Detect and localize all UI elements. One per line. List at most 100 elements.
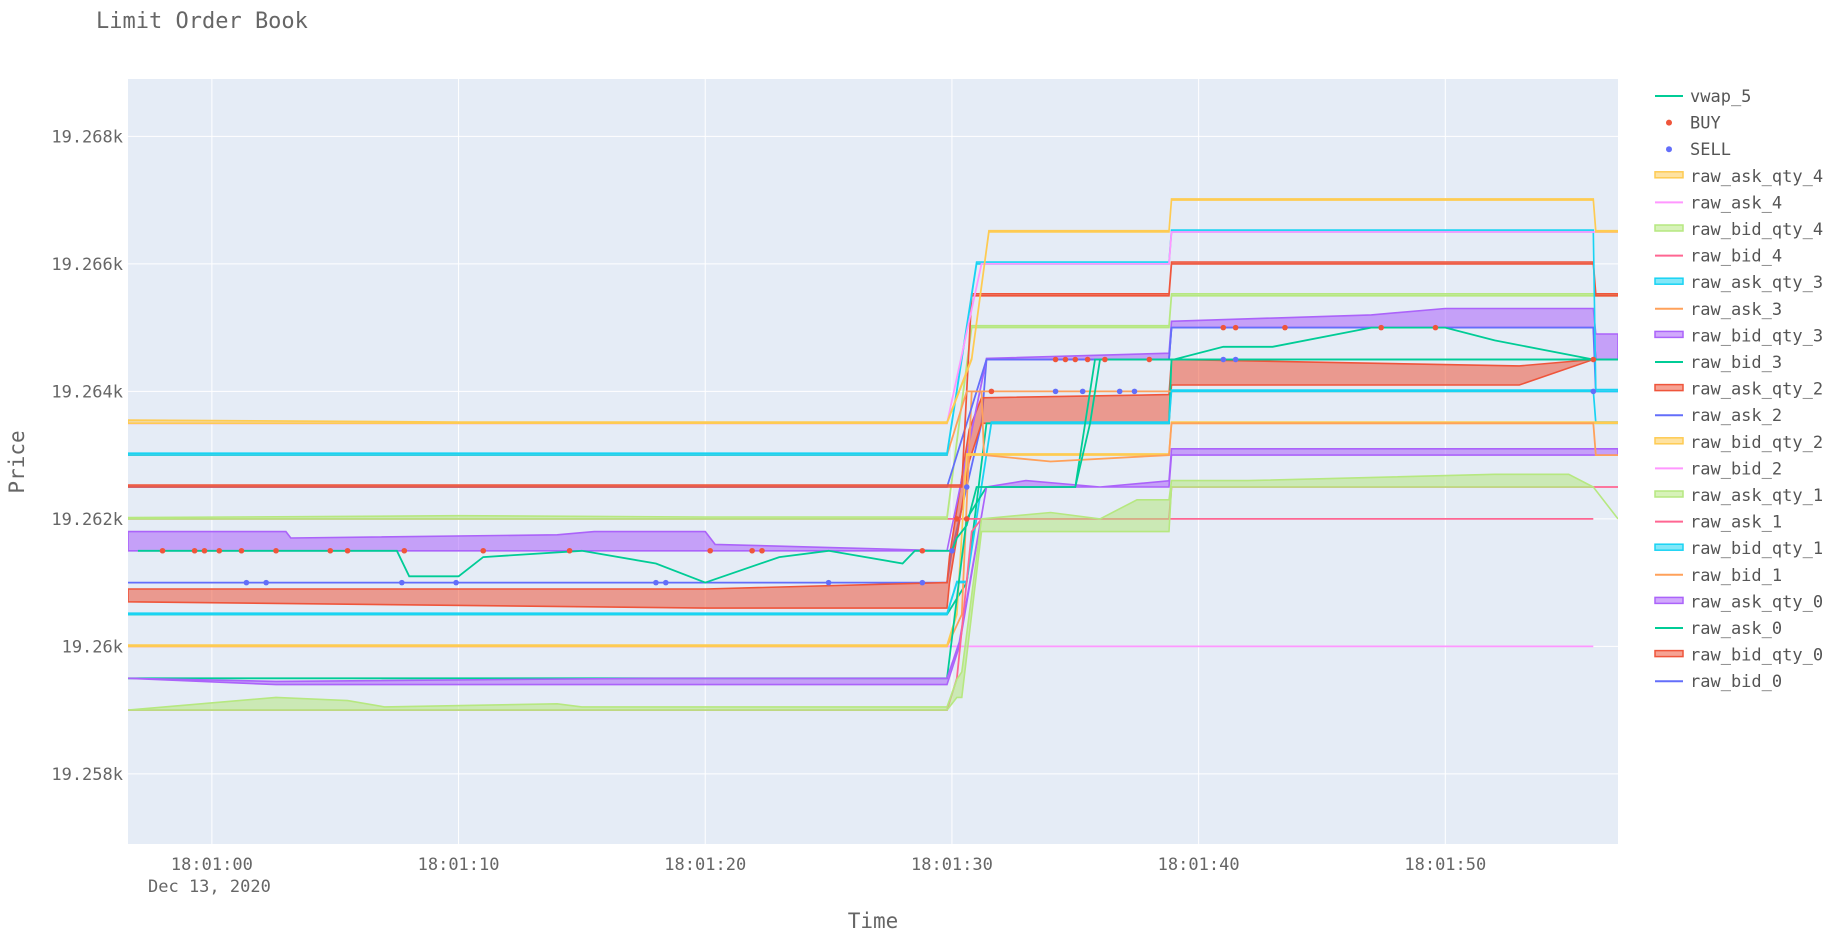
chart-title: Limit Order Book — [96, 9, 308, 34]
legend-swatch — [1654, 596, 1684, 605]
y-axis-title: Price — [5, 430, 29, 493]
x-date-label: Dec 13, 2020 — [148, 877, 271, 897]
legend-label: raw_bid_qty_3 — [1690, 326, 1823, 346]
x-tick-label: 18:01:20 — [664, 855, 746, 875]
point-BUY — [566, 547, 573, 554]
x-tick-label: 18:01:40 — [1158, 855, 1240, 875]
legend-item-raw_bid_qty_3[interactable]: raw_bid_qty_3 — [1654, 326, 1823, 346]
legend-item-raw_bid_4[interactable]: raw_bid_4 — [1655, 247, 1782, 267]
point-BUY — [159, 547, 166, 554]
series-raw_bid_qty_3 — [128, 448, 1618, 686]
y-tick-label: 19.26k — [62, 637, 123, 657]
legend-item-raw_ask_qty_0[interactable]: raw_ask_qty_0 — [1654, 592, 1823, 612]
legend-label: raw_bid_1 — [1690, 566, 1782, 586]
point-BUY — [963, 516, 970, 522]
legend-item-raw_ask_2[interactable]: raw_ask_2 — [1655, 406, 1782, 426]
point-SELL — [453, 579, 459, 586]
point-BUY — [1590, 356, 1597, 363]
x-tick-label: 18:01:10 — [418, 855, 500, 875]
legend-item-raw_bid_1[interactable]: raw_bid_1 — [1655, 566, 1782, 586]
series-raw_ask_qty_0 — [128, 307, 1618, 552]
legend-item-raw_bid_0[interactable]: raw_bid_0 — [1655, 672, 1782, 692]
legend-item-raw_ask_qty_4[interactable]: raw_ask_qty_4 — [1654, 167, 1823, 187]
legend-label: raw_bid_qty_0 — [1690, 646, 1823, 666]
point-BUY — [238, 547, 245, 554]
point-BUY — [759, 547, 765, 554]
point-BUY — [201, 547, 208, 554]
legend-swatch — [1654, 649, 1684, 658]
legend-label: raw_bid_qty_4 — [1690, 220, 1823, 240]
series-raw_ask_qty_3 — [128, 229, 1618, 456]
point-BUY — [749, 547, 755, 554]
legend-item-BUY[interactable]: BUY — [1666, 114, 1721, 134]
point-BUY — [707, 547, 713, 554]
legend-item-raw_ask_0[interactable]: raw_ask_0 — [1655, 619, 1782, 639]
x-tick-label: 18:01:50 — [1404, 855, 1486, 875]
point-BUY — [988, 388, 995, 395]
legend[interactable]: vwap_5 BUY SELL raw_ask_qty_4 raw_ask_4 raw_b… — [1654, 87, 1823, 692]
legend-item-raw_ask_qty_1[interactable]: raw_ask_qty_1 — [1654, 486, 1823, 506]
legend-swatch — [1654, 224, 1684, 232]
legend-label: raw_ask_4 — [1690, 193, 1782, 213]
x-tick-label: 18:01:00 — [171, 855, 253, 875]
legend-item-SELL[interactable]: SELL — [1666, 140, 1731, 160]
legend-label: raw_ask_qty_3 — [1690, 273, 1823, 293]
legend-label: vwap_5 — [1690, 87, 1751, 107]
legend-item-raw_ask_4[interactable]: raw_ask_4 — [1655, 193, 1782, 213]
point-BUY — [216, 547, 223, 554]
legend-item-raw_bid_qty_2[interactable]: raw_bid_qty_2 — [1654, 433, 1823, 453]
point-BUY — [1220, 324, 1227, 331]
legend-label: raw_bid_3 — [1690, 353, 1782, 373]
point-BUY — [480, 547, 487, 554]
legend-swatch — [1654, 383, 1684, 392]
series-layer — [128, 198, 1618, 711]
legend-item-raw_ask_qty_2[interactable]: raw_ask_qty_2 — [1654, 380, 1823, 400]
legend-label: BUY — [1690, 114, 1721, 134]
legend-label: raw_ask_0 — [1690, 619, 1782, 639]
series-BUY — [159, 324, 1597, 554]
legend-swatch — [1654, 171, 1684, 179]
legend-item-raw_bid_qty_1[interactable]: raw_bid_qty_1 — [1654, 539, 1823, 559]
point-SELL — [1232, 356, 1239, 363]
point-SELL — [399, 579, 405, 586]
point-BUY — [1072, 356, 1079, 363]
point-SELL — [949, 547, 955, 554]
y-tick-label: 19.268k — [51, 127, 123, 147]
y-tick-label: 19.262k — [51, 510, 123, 530]
legend-item-raw_ask_1[interactable]: raw_ask_1 — [1655, 513, 1782, 533]
point-SELL — [1079, 388, 1086, 395]
point-BUY — [1282, 324, 1288, 331]
legend-label: raw_ask_qty_2 — [1690, 380, 1823, 400]
legend-item-vwap_5[interactable]: vwap_5 — [1655, 87, 1751, 107]
series-raw_ask_3 — [128, 390, 1618, 463]
y-axis: 19.258k 19.26k 19.262k 19.264k 19.266k 19.268… — [51, 127, 123, 785]
legend-item-raw_bid_qty_0[interactable]: raw_bid_qty_0 — [1654, 646, 1823, 666]
legend-swatch — [1654, 330, 1684, 339]
legend-item-raw_ask_qty_3[interactable]: raw_ask_qty_3 — [1654, 273, 1823, 293]
legend-label: raw_bid_qty_2 — [1690, 433, 1823, 453]
legend-item-raw_bid_2[interactable]: raw_bid_2 — [1655, 459, 1782, 479]
point-BUY — [1232, 324, 1239, 331]
legend-label: raw_bid_4 — [1690, 247, 1782, 267]
legend-label: raw_bid_qty_1 — [1690, 539, 1823, 559]
point-SELL — [1590, 388, 1597, 395]
point-SELL — [1131, 388, 1138, 395]
point-SELL — [263, 579, 269, 586]
point-BUY — [191, 547, 198, 554]
point-BUY — [1084, 356, 1091, 363]
legend-swatch — [1654, 490, 1684, 498]
series-raw_bid_qty_4 — [128, 473, 1618, 711]
point-SELL — [825, 579, 832, 586]
legend-item-raw_bid_qty_4[interactable]: raw_bid_qty_4 — [1654, 220, 1823, 240]
legend-item-raw_ask_3[interactable]: raw_ask_3 — [1655, 300, 1782, 320]
point-SELL — [653, 579, 659, 586]
point-SELL — [919, 579, 926, 586]
point-SELL — [1116, 388, 1123, 395]
legend-label: SELL — [1690, 140, 1731, 160]
legend-item-raw_bid_3[interactable]: raw_bid_3 — [1655, 353, 1782, 373]
x-axis-title: Time — [848, 909, 899, 933]
y-tick-label: 19.258k — [51, 765, 123, 785]
point-SELL — [243, 579, 250, 586]
point-BUY — [1062, 356, 1069, 363]
